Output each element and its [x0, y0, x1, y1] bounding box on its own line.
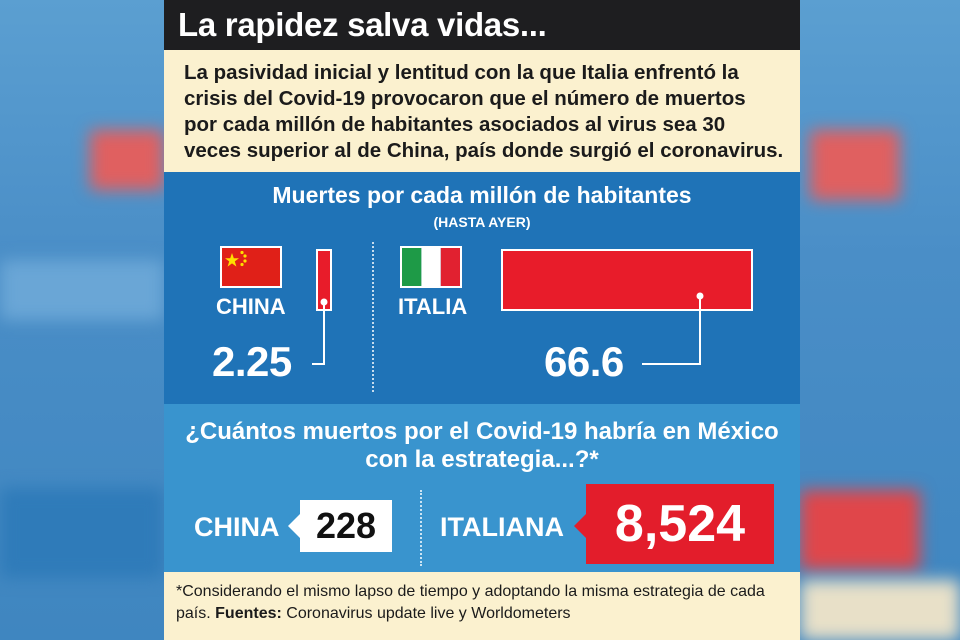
- headline: La rapidez salva vidas...: [178, 6, 547, 43]
- leader-line-china: [312, 302, 325, 365]
- china-strategy-label: CHINA: [194, 512, 280, 542]
- sources-text: Coronavirus update live y Worldometers: [286, 605, 571, 622]
- background-right: [800, 0, 960, 640]
- china-value-label: 2.25: [212, 338, 292, 385]
- projection-divider: [420, 490, 422, 566]
- italy-flag-icon: [402, 248, 460, 286]
- italia-value-label: 66.6: [544, 338, 624, 385]
- china-mexico-deaths: 228: [300, 500, 392, 552]
- intro-text: La pasividad inicial y lentitud con la q…: [184, 61, 784, 162]
- italia-label: ITALIA: [398, 294, 468, 319]
- background-blur-shape: [90, 130, 164, 190]
- chart-divider: [372, 242, 374, 392]
- infographic-card: La rapidez salva vidas... La pasividad i…: [164, 0, 800, 640]
- mexico-projection-panel: ¿Cuántos muertos por el Covid-19 habría …: [164, 404, 800, 572]
- projection-question: ¿Cuántos muertos por el Covid-19 habría …: [185, 418, 779, 473]
- bar-italia: [501, 249, 753, 311]
- chart-subtitle: (HASTA AYER): [433, 214, 531, 230]
- china-pointer-arrow: [288, 512, 302, 540]
- background-blur-shape: [800, 490, 920, 570]
- title-bar: La rapidez salva vidas...: [164, 0, 800, 50]
- china-flag-icon: [222, 248, 280, 286]
- italiana-strategy-label: ITALIANA: [440, 512, 564, 542]
- footer-note: *Considerando el mismo lapso de tiempo y…: [176, 581, 796, 625]
- background-left: [0, 0, 164, 640]
- leader-line-italia: [642, 296, 701, 365]
- sources-label: Fuentes:: [215, 605, 282, 622]
- italy-pointer-arrow: [574, 512, 588, 540]
- italia-mexico-deaths: 8,524: [586, 484, 774, 564]
- bar-chart: [312, 249, 753, 365]
- background-blur-shape: [810, 130, 900, 200]
- background-blur-shape: [800, 580, 960, 640]
- chart-title: Muertes por cada millón de habitantes: [272, 182, 692, 208]
- footnote: *Considerando el mismo lapso de tiempo y…: [176, 583, 765, 622]
- deaths-per-million-panel: Muertes por cada millón de habitantes (H…: [164, 172, 800, 404]
- background-blur-shape: [0, 260, 164, 320]
- china-label: CHINA: [216, 294, 286, 319]
- background-blur-shape: [0, 488, 164, 578]
